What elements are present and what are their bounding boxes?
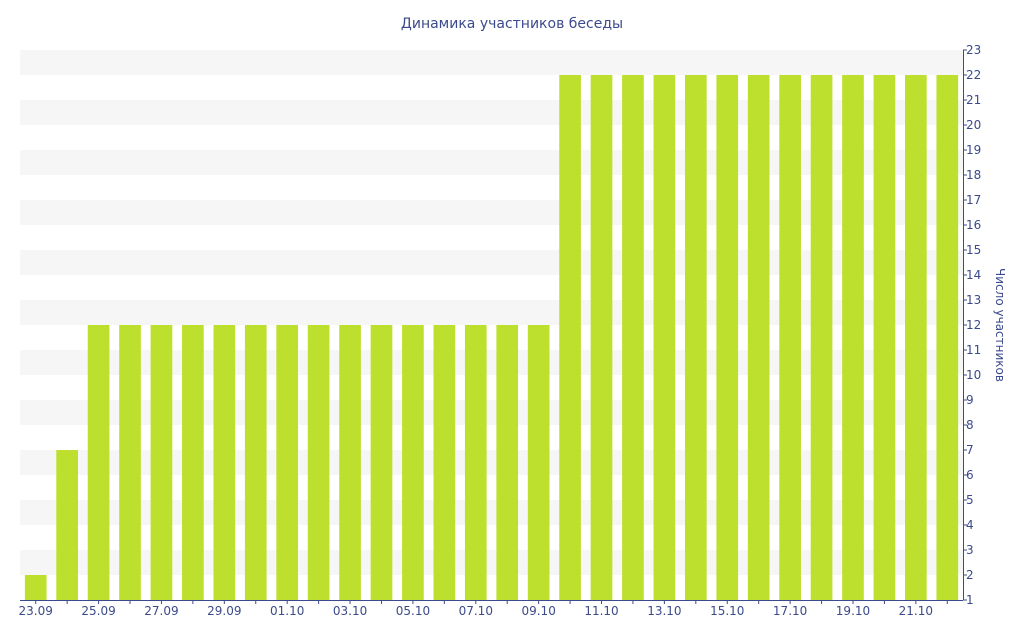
bar [464, 325, 487, 600]
bar [433, 325, 456, 600]
bar [496, 325, 519, 600]
bar [307, 325, 330, 600]
x-tick-label: 25.09 [81, 604, 115, 618]
bar [24, 575, 47, 600]
bar [810, 75, 833, 600]
grid-band [20, 500, 963, 525]
bar [905, 75, 927, 600]
bar [590, 75, 613, 600]
y-tick-label: 15 [966, 243, 981, 257]
x-tick-label: 19.10 [836, 604, 870, 618]
grid-band [20, 150, 963, 175]
bar [119, 325, 141, 600]
y-tick-label: 19 [966, 143, 981, 157]
x-axis: 23.09 25.09 27.09 29.09 01.10 03.10 05.10 07.10… [19, 600, 963, 618]
bar [716, 75, 739, 600]
bar [339, 325, 361, 600]
bar [653, 75, 676, 600]
bar [842, 75, 864, 600]
grid-band [20, 300, 963, 325]
bar [402, 325, 424, 600]
bar [56, 450, 78, 600]
bar [182, 325, 204, 600]
grid-bands [20, 50, 963, 575]
grid-band [20, 100, 963, 125]
y-tick-label: 6 [966, 468, 974, 482]
bar [244, 325, 267, 600]
grid-band [20, 200, 963, 225]
grid-band [20, 450, 963, 475]
y-axis-label: Число участников [993, 268, 1007, 382]
x-tick-label: 15.10 [710, 604, 744, 618]
grid-band [20, 50, 963, 75]
bar [747, 75, 770, 600]
bar [213, 325, 236, 600]
y-tick-label: 4 [966, 518, 974, 532]
bar-series [24, 75, 959, 600]
y-tick-label: 17 [966, 193, 981, 207]
y-tick-label: 7 [966, 443, 974, 457]
y-tick-label: 11 [966, 343, 981, 357]
bar [150, 325, 173, 600]
y-tick-label: 9 [966, 393, 974, 407]
bar [779, 75, 801, 600]
x-tick-label: 05.10 [396, 604, 430, 618]
y-tick-label: 10 [966, 368, 981, 382]
y-tick-label: 14 [966, 268, 981, 282]
chart-title: Динамика участников беседы [401, 16, 623, 32]
x-tick-label: 23.09 [19, 604, 53, 618]
y-tick-label: 22 [966, 68, 981, 82]
bar [873, 75, 896, 600]
grid-band [20, 250, 963, 275]
bar [87, 325, 110, 600]
y-tick-label: 3 [966, 543, 974, 557]
y-tick-label: 2 [966, 568, 974, 582]
bar [559, 75, 581, 600]
y-tick-label: 1 [966, 593, 974, 607]
y-tick-label: 20 [966, 118, 981, 132]
x-tick-label: 01.10 [270, 604, 304, 618]
x-tick-label: 27.09 [144, 604, 178, 618]
bar [936, 75, 959, 600]
grid-band [20, 350, 963, 375]
x-tick-label: 29.09 [207, 604, 241, 618]
y-tick-label: 8 [966, 418, 974, 432]
x-tick-label: 09.10 [521, 604, 555, 618]
x-tick-label: 07.10 [459, 604, 493, 618]
bar [370, 325, 393, 600]
y-tick-label: 23 [966, 43, 981, 57]
x-tick-label: 21.10 [899, 604, 933, 618]
y-tick-label: 13 [966, 293, 981, 307]
x-tick-label: 03.10 [333, 604, 367, 618]
bar [684, 75, 707, 600]
y-tick-label: 16 [966, 218, 981, 232]
x-tick-label: 11.10 [584, 604, 618, 618]
bar [527, 325, 550, 600]
grid-band [20, 550, 963, 575]
y-tick-label: 18 [966, 168, 981, 182]
x-tick-label: 13.10 [647, 604, 681, 618]
y-tick-label: 21 [966, 93, 981, 107]
y-tick-label: 12 [966, 318, 981, 332]
y-tick-label: 5 [966, 493, 974, 507]
grid-band [20, 400, 963, 425]
x-tick-label: 17.10 [773, 604, 807, 618]
bar [622, 75, 644, 600]
bar [276, 325, 299, 600]
